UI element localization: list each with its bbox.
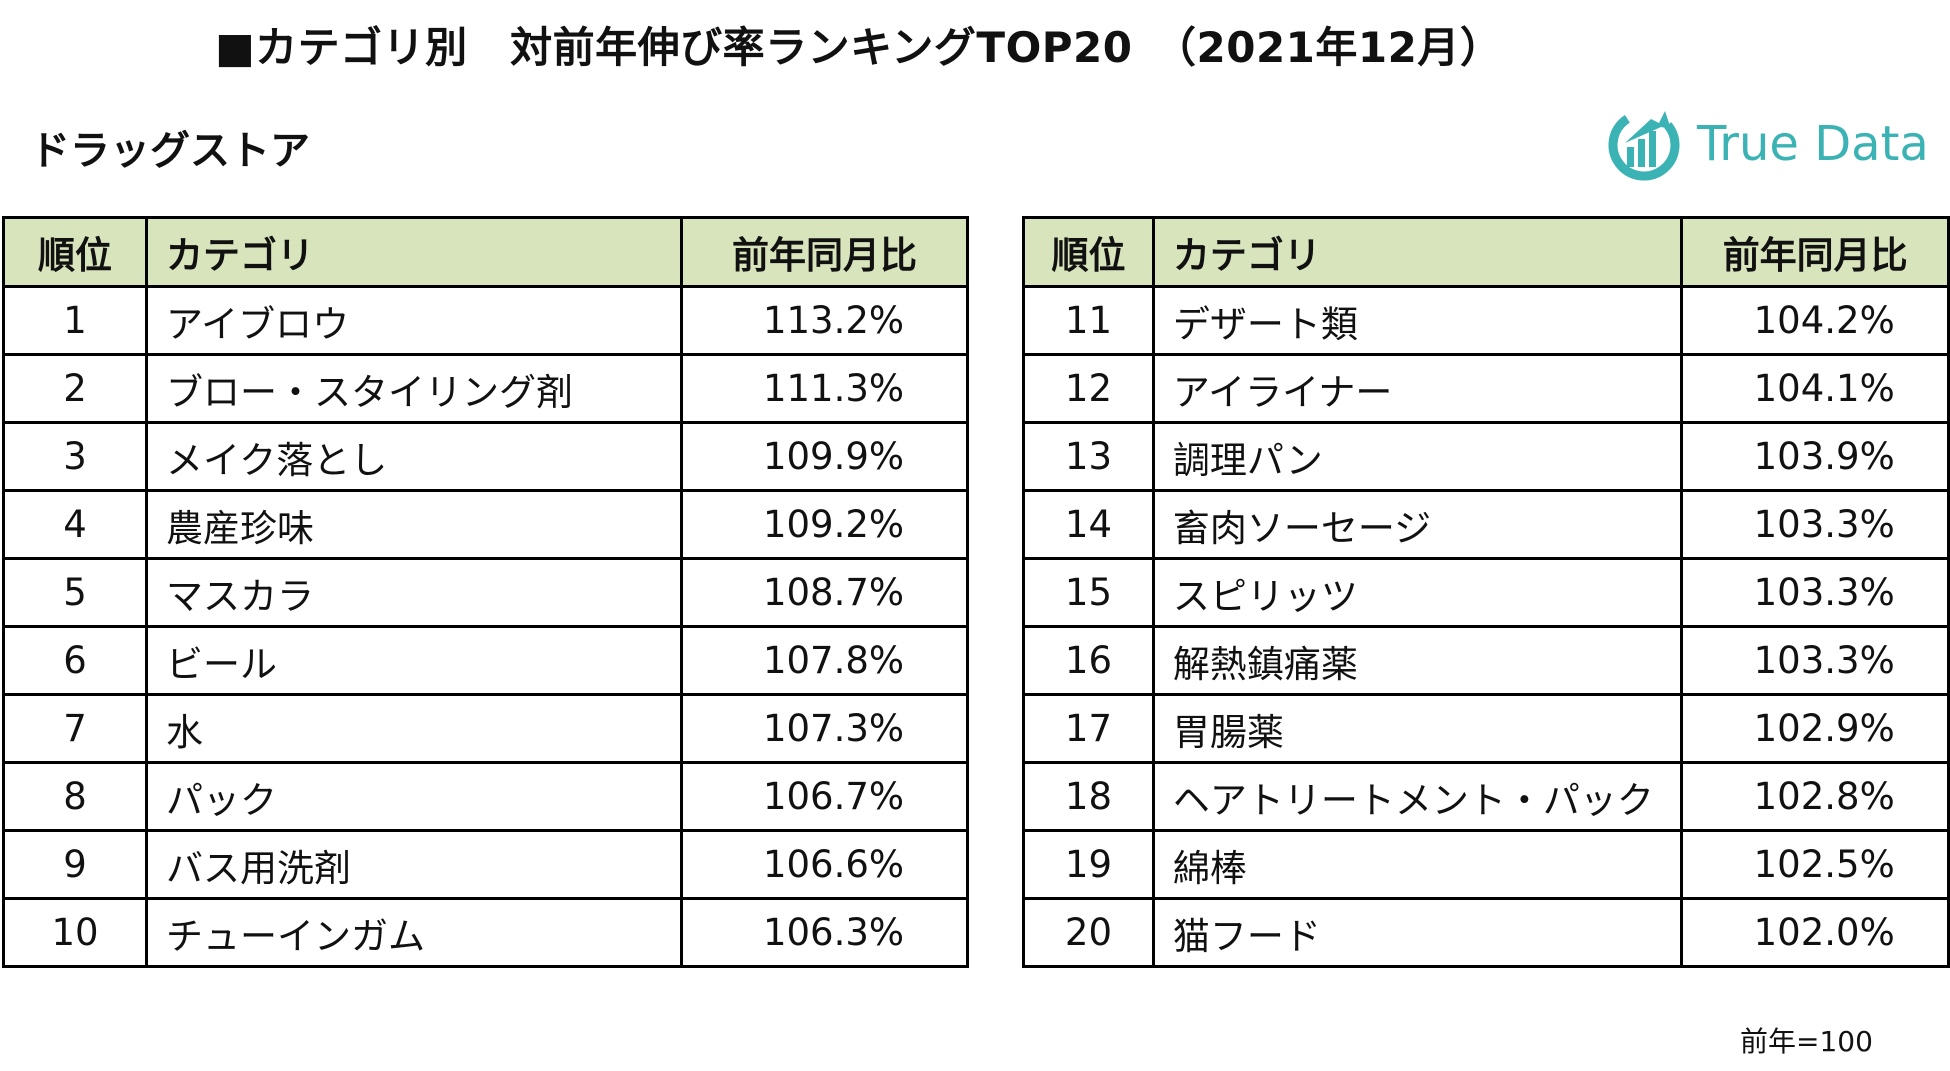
table-row: 11 デザート類 104.2% xyxy=(1022,285,1950,356)
cell-rank: 1 xyxy=(2,285,148,356)
cell-rank: 10 xyxy=(2,897,148,968)
cell-ratio: 108.7% xyxy=(680,557,969,628)
cell-category: アイライナー xyxy=(1151,353,1684,424)
header-rank: 順位 xyxy=(1022,216,1155,288)
cell-category: 綿棒 xyxy=(1151,829,1684,900)
cell-rank: 9 xyxy=(2,829,148,900)
cell-category: 水 xyxy=(145,693,683,764)
cell-ratio: 109.2% xyxy=(680,489,969,560)
cell-rank: 20 xyxy=(1022,897,1155,968)
cell-category: スピリッツ xyxy=(1151,557,1684,628)
cell-rank: 15 xyxy=(1022,557,1155,628)
cell-rank: 7 xyxy=(2,693,148,764)
cell-category: ブロー・スタイリング剤 xyxy=(145,353,683,424)
header-ratio: 前年同月比 xyxy=(1680,216,1950,288)
cell-rank: 6 xyxy=(2,625,148,696)
cell-rank: 12 xyxy=(1022,353,1155,424)
cell-ratio: 111.3% xyxy=(680,353,969,424)
cell-rank: 17 xyxy=(1022,693,1155,764)
ranking-table-left: 順位 カテゴリ 前年同月比 1 アイブロウ 113.2% 2 ブロー・スタイリング剤 1… xyxy=(2,216,969,968)
table-header-row: 順位 カテゴリ 前年同月比 xyxy=(1022,216,1950,288)
table-row: 4 農産珍味 109.2% xyxy=(2,489,969,560)
table-row: 6 ビール 107.8% xyxy=(2,625,969,696)
cell-ratio: 103.9% xyxy=(1680,421,1950,492)
cell-ratio: 103.3% xyxy=(1680,557,1950,628)
table-row: 5 マスカラ 108.7% xyxy=(2,557,969,628)
cell-category: 猫フード xyxy=(1151,897,1684,968)
cell-ratio: 113.2% xyxy=(680,285,969,356)
truedata-logo: True Data xyxy=(1605,104,1935,184)
cell-ratio: 107.3% xyxy=(680,693,969,764)
cell-rank: 4 xyxy=(2,489,148,560)
header-rank: 順位 xyxy=(2,216,148,288)
table-row: 15 スピリッツ 103.3% xyxy=(1022,557,1950,628)
cell-ratio: 102.9% xyxy=(1680,693,1950,764)
cell-ratio: 109.9% xyxy=(680,421,969,492)
cell-ratio: 102.5% xyxy=(1680,829,1950,900)
truedata-logo-icon xyxy=(1608,109,1680,181)
header-ratio: 前年同月比 xyxy=(680,216,969,288)
cell-category: バス用洗剤 xyxy=(145,829,683,900)
cell-ratio: 106.3% xyxy=(680,897,969,968)
cell-ratio: 102.0% xyxy=(1680,897,1950,968)
header-category: カテゴリ xyxy=(1151,216,1684,288)
cell-category: 解熱鎮痛薬 xyxy=(1151,625,1684,696)
cell-category: パック xyxy=(145,761,683,832)
cell-ratio: 107.8% xyxy=(680,625,969,696)
cell-rank: 19 xyxy=(1022,829,1155,900)
cell-ratio: 103.3% xyxy=(1680,489,1950,560)
cell-category: 調理パン xyxy=(1151,421,1684,492)
table-row: 18 ヘアトリートメント・パック 102.8% xyxy=(1022,761,1950,832)
section-title: ドラッグストア xyxy=(30,128,310,174)
cell-rank: 13 xyxy=(1022,421,1155,492)
cell-ratio: 104.2% xyxy=(1680,285,1950,356)
cell-category: 畜肉ソーセージ xyxy=(1151,489,1684,560)
table-row: 20 猫フード 102.0% xyxy=(1022,897,1950,968)
table-row: 19 綿棒 102.5% xyxy=(1022,829,1950,900)
cell-category: ヘアトリートメント・パック xyxy=(1151,761,1684,832)
cell-category: デザート類 xyxy=(1151,285,1684,356)
cell-ratio: 106.7% xyxy=(680,761,969,832)
cell-ratio: 106.6% xyxy=(680,829,969,900)
cell-category: ビール xyxy=(145,625,683,696)
table-row: 17 胃腸薬 102.9% xyxy=(1022,693,1950,764)
cell-rank: 16 xyxy=(1022,625,1155,696)
cell-rank: 11 xyxy=(1022,285,1155,356)
table-row: 16 解熱鎮痛薬 103.3% xyxy=(1022,625,1950,696)
cell-category: 農産珍味 xyxy=(145,489,683,560)
cell-rank: 3 xyxy=(2,421,148,492)
cell-category: 胃腸薬 xyxy=(1151,693,1684,764)
cell-ratio: 104.1% xyxy=(1680,353,1950,424)
cell-rank: 14 xyxy=(1022,489,1155,560)
page-title: ■カテゴリ別 対前年伸び率ランキングTOP20 （2021年12月） xyxy=(215,23,1503,72)
logo-text: True Data xyxy=(1697,116,1929,172)
table-row: 8 パック 106.7% xyxy=(2,761,969,832)
cell-category: マスカラ xyxy=(145,557,683,628)
cell-ratio: 102.8% xyxy=(1680,761,1950,832)
table-row: 1 アイブロウ 113.2% xyxy=(2,285,969,356)
cell-rank: 5 xyxy=(2,557,148,628)
cell-ratio: 103.3% xyxy=(1680,625,1950,696)
cell-category: アイブロウ xyxy=(145,285,683,356)
table-row: 9 バス用洗剤 106.6% xyxy=(2,829,969,900)
cell-category: メイク落とし xyxy=(145,421,683,492)
header-category: カテゴリ xyxy=(145,216,683,288)
cell-rank: 2 xyxy=(2,353,148,424)
footnote: 前年=100 xyxy=(1740,1025,1873,1058)
table-row: 3 メイク落とし 109.9% xyxy=(2,421,969,492)
cell-rank: 8 xyxy=(2,761,148,832)
table-row: 12 アイライナー 104.1% xyxy=(1022,353,1950,424)
cell-category: チューインガム xyxy=(145,897,683,968)
table-row: 2 ブロー・スタイリング剤 111.3% xyxy=(2,353,969,424)
table-row: 10 チューインガム 106.3% xyxy=(2,897,969,968)
ranking-table-right: 順位 カテゴリ 前年同月比 11 デザート類 104.2% 12 アイライナー 104.… xyxy=(1022,216,1950,968)
table-header-row: 順位 カテゴリ 前年同月比 xyxy=(2,216,969,288)
table-row: 14 畜肉ソーセージ 103.3% xyxy=(1022,489,1950,560)
table-row: 13 調理パン 103.9% xyxy=(1022,421,1950,492)
table-row: 7 水 107.3% xyxy=(2,693,969,764)
cell-rank: 18 xyxy=(1022,761,1155,832)
